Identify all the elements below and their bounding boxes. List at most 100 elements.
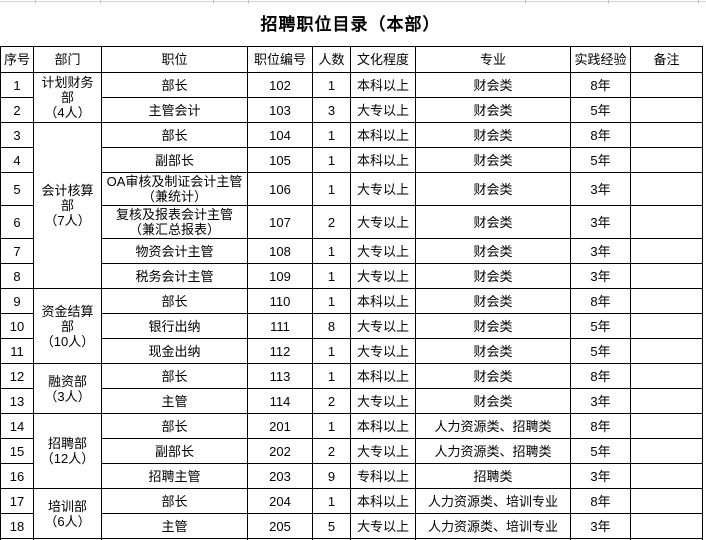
major-cell[interactable]: 财会类 xyxy=(415,288,571,314)
position-code-cell[interactable]: 105 xyxy=(247,147,313,173)
position-code-cell[interactable]: 104 xyxy=(247,122,313,148)
row-number-cell[interactable]: 18 xyxy=(0,513,34,539)
note-cell[interactable] xyxy=(630,238,703,264)
headcount-cell[interactable]: 1 xyxy=(312,488,351,514)
row-number-cell[interactable]: 4 xyxy=(0,147,34,173)
major-cell[interactable]: 财会类 xyxy=(415,238,571,264)
note-cell[interactable] xyxy=(630,413,703,439)
note-cell[interactable] xyxy=(630,72,703,98)
experience-cell[interactable]: 3年 xyxy=(570,388,631,414)
experience-cell[interactable]: 3年 xyxy=(570,172,631,206)
major-cell[interactable]: 财会类 xyxy=(415,172,571,206)
education-cell[interactable]: 本科以上 xyxy=(350,122,416,148)
position-cell[interactable]: 主管会计 xyxy=(101,97,248,123)
headcount-cell[interactable]: 1 xyxy=(312,72,351,98)
position-cell[interactable]: 招聘主管 xyxy=(101,463,248,489)
column-header-major[interactable]: 专业 xyxy=(415,46,571,73)
note-cell[interactable] xyxy=(630,463,703,489)
education-cell[interactable]: 本科以上 xyxy=(350,488,416,514)
major-cell[interactable]: 人力资源类、招聘类 xyxy=(415,413,571,439)
position-code-cell[interactable]: 111 xyxy=(247,313,313,339)
education-cell[interactable]: 本科以上 xyxy=(350,72,416,98)
major-cell[interactable]: 财会类 xyxy=(415,313,571,339)
row-number-cell[interactable]: 8 xyxy=(0,263,34,289)
major-cell[interactable]: 财会类 xyxy=(415,363,571,389)
position-cell[interactable]: 部长 xyxy=(101,122,248,148)
column-header-code[interactable]: 职位编号 xyxy=(247,46,313,73)
row-number-cell[interactable]: 13 xyxy=(0,388,34,414)
headcount-cell[interactable]: 1 xyxy=(312,363,351,389)
position-cell[interactable]: 副部长 xyxy=(101,147,248,173)
department-cell[interactable]: 会计核算 部 （7人） xyxy=(33,122,102,289)
experience-cell[interactable]: 5年 xyxy=(570,438,631,464)
headcount-cell[interactable]: 1 xyxy=(312,172,351,206)
position-cell[interactable]: 主管 xyxy=(101,513,248,539)
row-number-cell[interactable]: 2 xyxy=(0,97,34,123)
education-cell[interactable]: 本科以上 xyxy=(350,288,416,314)
department-cell[interactable]: 招聘部 （12人） xyxy=(33,413,102,489)
position-cell[interactable]: 税务会计主管 xyxy=(101,263,248,289)
position-code-cell[interactable]: 201 xyxy=(247,413,313,439)
position-code-cell[interactable]: 204 xyxy=(247,488,313,514)
education-cell[interactable]: 大专以上 xyxy=(350,438,416,464)
position-cell[interactable]: 副部长 xyxy=(101,438,248,464)
position-code-cell[interactable]: 107 xyxy=(247,205,313,239)
major-cell[interactable]: 人力资源类、招聘类 xyxy=(415,438,571,464)
major-cell[interactable]: 财会类 xyxy=(415,72,571,98)
headcount-cell[interactable]: 8 xyxy=(312,313,351,339)
major-cell[interactable]: 财会类 xyxy=(415,147,571,173)
experience-cell[interactable]: 8年 xyxy=(570,72,631,98)
note-cell[interactable] xyxy=(630,313,703,339)
column-header-education[interactable]: 文化程度 xyxy=(350,46,416,73)
position-cell[interactable]: 部长 xyxy=(101,288,248,314)
column-header-note[interactable]: 备注 xyxy=(630,46,703,73)
experience-cell[interactable]: 8年 xyxy=(570,122,631,148)
headcount-cell[interactable]: 2 xyxy=(312,438,351,464)
experience-cell[interactable]: 3年 xyxy=(570,238,631,264)
position-cell[interactable]: 复核及报表会计主管 （兼汇总报表） xyxy=(101,205,248,239)
department-cell[interactable]: 资金结算 部 （10人） xyxy=(33,288,102,364)
department-cell[interactable]: 融资部 （3人） xyxy=(33,363,102,414)
position-code-cell[interactable]: 202 xyxy=(247,438,313,464)
department-cell[interactable]: 培训部 （6人） xyxy=(33,488,102,539)
education-cell[interactable]: 本科以上 xyxy=(350,147,416,173)
education-cell[interactable]: 专科以上 xyxy=(350,463,416,489)
row-number-cell[interactable]: 9 xyxy=(0,288,34,314)
position-cell[interactable]: 部长 xyxy=(101,72,248,98)
education-cell[interactable]: 本科以上 xyxy=(350,413,416,439)
column-header-department[interactable]: 部门 xyxy=(33,46,102,73)
headcount-cell[interactable]: 9 xyxy=(312,463,351,489)
experience-cell[interactable]: 5年 xyxy=(570,338,631,364)
note-cell[interactable] xyxy=(630,513,703,539)
major-cell[interactable]: 财会类 xyxy=(415,205,571,239)
note-cell[interactable] xyxy=(630,388,703,414)
experience-cell[interactable]: 8年 xyxy=(570,288,631,314)
education-cell[interactable]: 大专以上 xyxy=(350,338,416,364)
major-cell[interactable]: 财会类 xyxy=(415,263,571,289)
position-code-cell[interactable]: 102 xyxy=(247,72,313,98)
row-number-cell[interactable]: 14 xyxy=(0,413,34,439)
position-cell[interactable]: 部长 xyxy=(101,488,248,514)
position-code-cell[interactable]: 110 xyxy=(247,288,313,314)
education-cell[interactable]: 大专以上 xyxy=(350,388,416,414)
position-code-cell[interactable]: 114 xyxy=(247,388,313,414)
major-cell[interactable]: 人力资源类、培训专业 xyxy=(415,488,571,514)
row-number-cell[interactable]: 15 xyxy=(0,438,34,464)
headcount-cell[interactable]: 1 xyxy=(312,338,351,364)
major-cell[interactable]: 财会类 xyxy=(415,122,571,148)
empty-cell[interactable] xyxy=(630,538,703,540)
position-cell[interactable]: OA审核及制证会计主管 （兼统计） xyxy=(101,172,248,206)
education-cell[interactable]: 大专以上 xyxy=(350,205,416,239)
position-cell[interactable]: 部长 xyxy=(101,413,248,439)
row-number-cell[interactable]: 7 xyxy=(0,238,34,264)
major-cell[interactable]: 招聘类 xyxy=(415,463,571,489)
row-number-cell[interactable]: 17 xyxy=(0,488,34,514)
note-cell[interactable] xyxy=(630,288,703,314)
row-number-cell[interactable]: 3 xyxy=(0,122,34,148)
note-cell[interactable] xyxy=(630,122,703,148)
headcount-cell[interactable]: 1 xyxy=(312,238,351,264)
department-cell[interactable]: 计划财务 部 （4人） xyxy=(33,72,102,123)
note-cell[interactable] xyxy=(630,205,703,239)
position-code-cell[interactable]: 113 xyxy=(247,363,313,389)
position-code-cell[interactable]: 109 xyxy=(247,263,313,289)
